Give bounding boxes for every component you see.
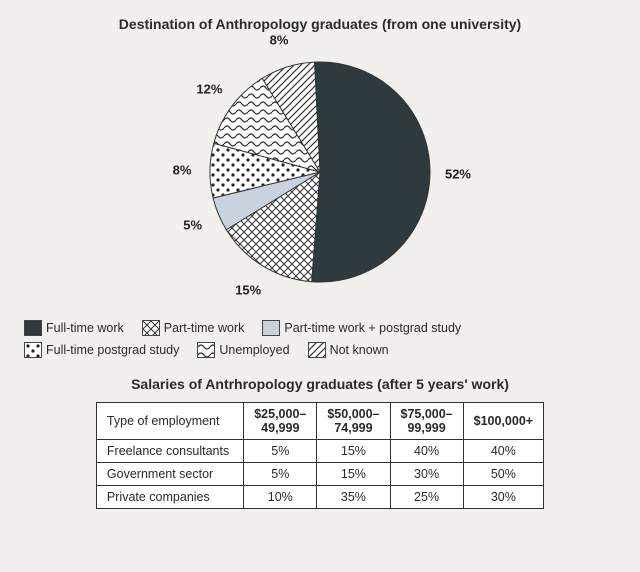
pie-chart: 52%15%5%8%12%8% [20,42,620,312]
table-cell: 5% [244,440,317,463]
pie-pct-label: 52% [445,166,471,181]
pie-pct-label: 12% [196,82,222,97]
table-cell: 40% [390,440,463,463]
legend-label: Unemployed [219,343,289,357]
table-cell: 50% [463,463,543,486]
table-cell: 5% [244,463,317,486]
table-row: Government sector5%15%30%50% [96,463,543,486]
table-col-header: $25,000–49,999 [244,403,317,440]
legend-swatch [24,320,42,336]
table-cell: 10% [244,486,317,509]
legend-item: Part-time work + postgrad study [262,320,461,336]
legend-swatch [262,320,280,336]
table-row: Private companies10%35%25%30% [96,486,543,509]
legend-item: Part-time work [142,320,245,336]
legend-swatch [308,342,326,358]
table-row-name: Private companies [96,486,243,509]
pie-pct-label: 5% [183,218,202,233]
legend-label: Full-time postgrad study [46,343,179,357]
salary-table: Type of employment $25,000–49,999$50,000… [96,402,544,509]
table-row: Freelance consultants5%15%40%40% [96,440,543,463]
pie-pct-label: 8% [173,163,192,178]
legend-swatch [197,342,215,358]
legend-label: Not known [330,343,389,357]
table-col-header: $50,000–74,999 [317,403,390,440]
pie-chart-title: Destination of Anthropology graduates (f… [20,16,620,32]
legend-item: Unemployed [197,342,289,358]
pie-pct-label: 8% [270,33,289,48]
legend-label: Part-time work + postgrad study [284,321,461,335]
table-row-name: Government sector [96,463,243,486]
table-col-header: $100,000+ [463,403,543,440]
page: Destination of Anthropology graduates (f… [0,0,640,529]
table-cell: 15% [317,463,390,486]
pie-pct-label: 15% [235,282,261,297]
table-cell: 35% [317,486,390,509]
legend-item: Not known [308,342,389,358]
table-row-header-label: Type of employment [96,403,243,440]
legend-label: Full-time work [46,321,124,335]
table-row-name: Freelance consultants [96,440,243,463]
legend-swatch [24,342,42,358]
legend-item: Full-time postgrad study [24,342,179,358]
pie-legend: Full-time work Part-time work Part-time wo… [24,320,616,358]
table-cell: 15% [317,440,390,463]
legend-item: Full-time work [24,320,124,336]
table-cell: 40% [463,440,543,463]
table-cell: 25% [390,486,463,509]
legend-swatch [142,320,160,336]
legend-label: Part-time work [164,321,245,335]
table-col-header: $75,000–99,999 [390,403,463,440]
pie-slice [312,62,430,282]
table-cell: 30% [463,486,543,509]
table-header-row: Type of employment $25,000–49,999$50,000… [96,403,543,440]
table-cell: 30% [390,463,463,486]
salary-table-title: Salaries of Antrhropology graduates (aft… [20,376,620,392]
